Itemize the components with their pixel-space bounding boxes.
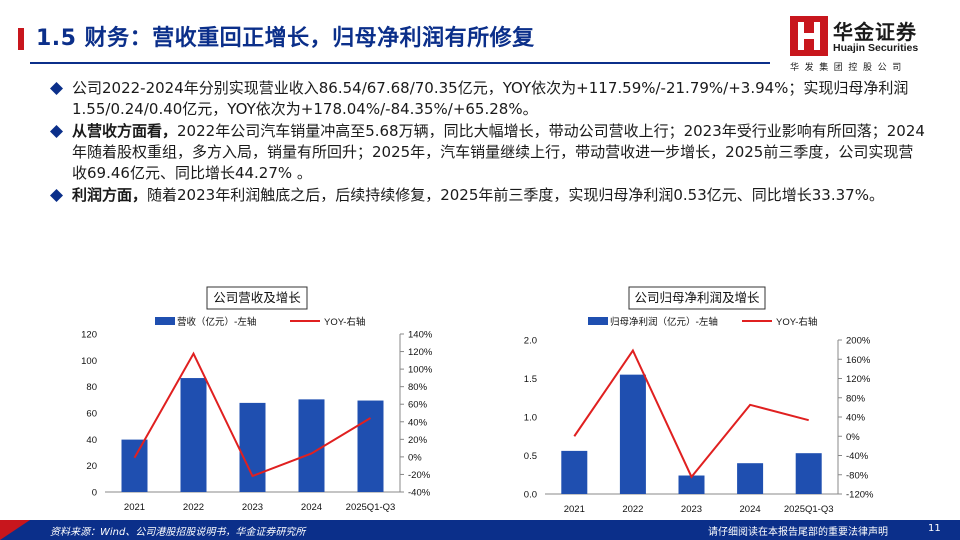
- title-accent-bar: [18, 28, 24, 50]
- page-number: 11: [928, 523, 941, 534]
- right-axis-tick-label: 40%: [408, 417, 428, 428]
- left-axis-tick-label: 0: [92, 488, 97, 499]
- bullet-item: 公司2022-2024年分别实现营业收入86.54/67.68/70.35亿元，…: [48, 78, 928, 120]
- right-axis-tick-label: -40%: [846, 451, 869, 462]
- x-axis-tick-label: 2025Q1-Q3: [784, 504, 834, 515]
- left-axis-tick-label: 80: [86, 382, 97, 393]
- right-axis-tick-label: 80%: [408, 382, 428, 393]
- right-axis-tick-label: 0%: [846, 432, 860, 443]
- x-axis-tick-label: 2022: [183, 502, 204, 513]
- left-axis-tick-label: 0.0: [524, 490, 537, 501]
- right-axis-tick-label: 120%: [846, 374, 871, 385]
- logo-mark-icon: [790, 16, 828, 56]
- right-axis-tick-label: 20%: [408, 435, 428, 446]
- chart-title: 公司归母净利润及增长: [634, 290, 760, 305]
- bullet-item: 利润方面，随着2023年利润触底之后，后续持续修复，2025年前三季度，实现归母…: [48, 185, 928, 206]
- right-axis-tick-label: -80%: [846, 470, 869, 481]
- chart-bar: [678, 475, 705, 494]
- legend-bar-swatch: [588, 317, 608, 325]
- bullet-item: 从营收方面看，2022年公司汽车销量冲高至5.68万辆，同比大幅增长，带动公司营…: [48, 121, 928, 184]
- left-axis-tick-label: 100: [81, 356, 97, 367]
- left-axis-tick-label: 2.0: [524, 336, 537, 347]
- left-axis-tick-label: 120: [81, 330, 97, 341]
- page-title: 1.5 财务：营收重回正增长，归母净利润有所修复: [36, 26, 535, 51]
- x-axis-tick-label: 2021: [124, 502, 145, 513]
- right-axis-tick-label: -120%: [846, 490, 874, 501]
- left-axis-tick-label: 20: [86, 461, 97, 472]
- x-axis-tick-label: 2021: [564, 504, 585, 515]
- right-axis-tick-label: 40%: [846, 413, 866, 424]
- left-axis-tick-label: 1.5: [524, 374, 537, 385]
- chart-bar: [737, 463, 764, 494]
- right-axis-tick-label: 160%: [846, 355, 871, 366]
- chart-bar: [795, 453, 822, 494]
- chart-bar: [357, 400, 384, 492]
- x-axis-tick-label: 2025Q1-Q3: [346, 502, 396, 513]
- right-axis-tick-label: 80%: [846, 393, 866, 404]
- legend-bar-swatch: [155, 317, 175, 325]
- legend-line-label: YOY-右轴: [324, 316, 365, 328]
- bullet-text: 2022年公司汽车销量冲高至5.68万辆，同比大幅增长，带动公司营收上行；202…: [72, 122, 925, 182]
- bullet-text: 公司2022-2024年分别实现营业收入86.54/67.68/70.35亿元，…: [72, 79, 909, 118]
- x-axis-tick-label: 2023: [242, 502, 263, 513]
- x-axis-tick-label: 2022: [622, 504, 643, 515]
- bullet-list: 公司2022-2024年分别实现营业收入86.54/67.68/70.35亿元，…: [48, 78, 928, 207]
- right-axis-tick-label: 0%: [408, 452, 422, 463]
- left-axis-tick-label: 1.0: [524, 413, 537, 424]
- footer-disclaimer: 请仔细阅读在本报告尾部的重要法律声明: [708, 527, 888, 538]
- logo-subtitle: 华发集团控股公司: [790, 63, 907, 73]
- x-axis-tick-label: 2024: [301, 502, 322, 513]
- right-axis-tick-label: 100%: [408, 365, 433, 376]
- chart-bar: [180, 378, 207, 492]
- footer-source: 资料来源：Wind、公司港股招股说明书，华金证券研究所: [50, 527, 306, 538]
- header-rule: [30, 62, 770, 64]
- x-axis-tick-label: 2023: [681, 504, 702, 515]
- chart-title: 公司营收及增长: [213, 290, 301, 305]
- diamond-bullet-icon: [50, 82, 63, 95]
- chart-bar: [619, 374, 646, 494]
- bullet-text: 随着2023年利润触底之后，后续持续修复，2025年前三季度，实现归母净利润0.…: [147, 186, 884, 204]
- right-axis-tick-label: 120%: [408, 347, 433, 358]
- right-axis-tick-label: 60%: [408, 400, 428, 411]
- left-axis-tick-label: 0.5: [524, 451, 537, 462]
- chart-title-box: [628, 286, 766, 310]
- chart-bar: [561, 450, 588, 494]
- legend-bar-label: 营收（亿元）-左轴: [177, 316, 256, 328]
- left-axis-tick-label: 40: [86, 435, 97, 446]
- footer-accent: [0, 520, 30, 540]
- chart-bar: [298, 399, 325, 492]
- logo-name-cn: 华金证券: [833, 20, 917, 44]
- yoy-line: [573, 348, 809, 479]
- right-axis-tick-label: -40%: [408, 488, 431, 499]
- legend-bar-label: 归母净利润（亿元）-左轴: [610, 316, 718, 328]
- right-axis-tick-label: -20%: [408, 470, 431, 481]
- x-axis-tick-label: 2024: [740, 504, 761, 515]
- diamond-bullet-icon: [50, 125, 63, 138]
- legend-line-label: YOY-右轴: [776, 316, 817, 328]
- bullet-lead: 从营收方面看，: [72, 122, 178, 140]
- footer-bar: 资料来源：Wind、公司港股招股说明书，华金证券研究所 请仔细阅读在本报告尾部的…: [0, 520, 960, 540]
- diamond-bullet-icon: [50, 189, 63, 202]
- right-axis-tick-label: 200%: [846, 336, 871, 347]
- right-axis-tick-label: 140%: [408, 330, 433, 341]
- left-axis-tick-label: 60: [86, 409, 97, 420]
- chart-bar: [239, 402, 266, 492]
- bullet-lead: 利润方面，: [72, 186, 148, 204]
- chart-bar: [121, 439, 148, 492]
- chart-title-box: [206, 286, 308, 310]
- company-logo: 华金证券 Huajin Securities 华发集团控股公司: [785, 14, 955, 74]
- logo-name-en: Huajin Securities: [833, 42, 919, 54]
